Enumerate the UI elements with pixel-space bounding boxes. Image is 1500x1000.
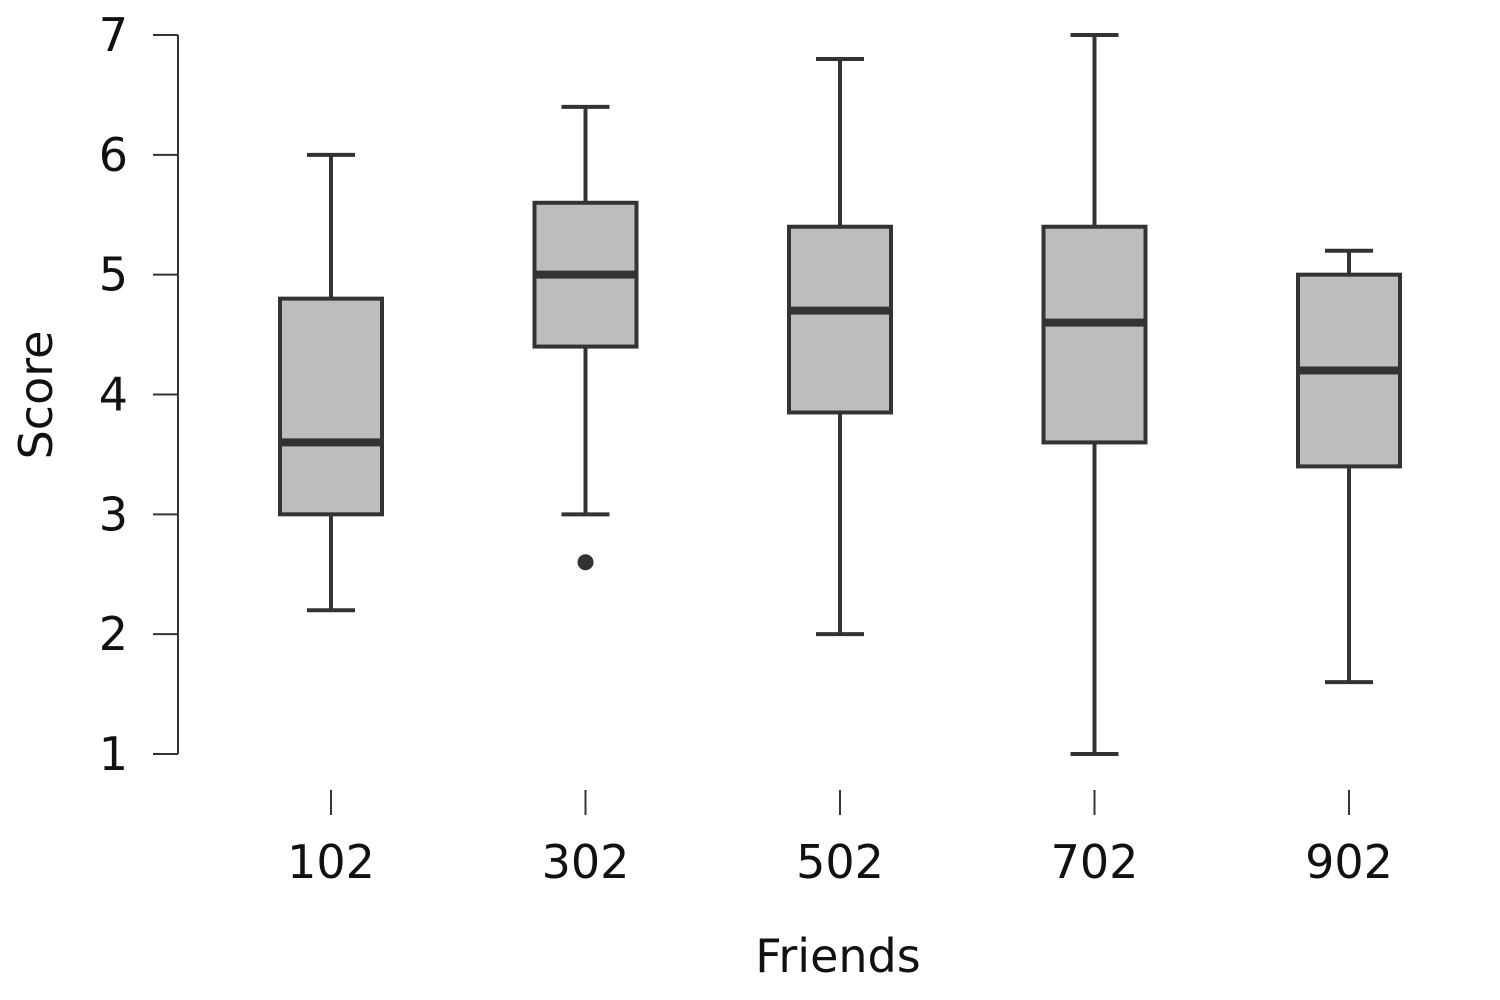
iqr-box <box>1041 224 1148 445</box>
y-tick-label: 5 <box>99 248 128 302</box>
outlier-point <box>577 554 594 571</box>
boxes <box>278 33 1402 756</box>
box-group-302 <box>532 104 639 571</box>
x-axis: 102 302 502 702 902 <box>287 790 1393 889</box>
iqr-box <box>278 296 384 517</box>
iqr-box <box>787 224 893 415</box>
y-axis-title: Score <box>9 331 63 460</box>
x-tick-label: 102 <box>287 835 375 889</box>
x-tick-label: 502 <box>796 835 884 889</box>
box-group-902 <box>1296 248 1402 685</box>
box-group-502 <box>787 56 893 637</box>
y-tick-label: 3 <box>99 487 128 541</box>
x-tick-label: 902 <box>1305 835 1393 889</box>
y-tick-label: 6 <box>99 128 128 182</box>
x-tick-label: 702 <box>1051 835 1139 889</box>
y-axis: 1 2 3 4 5 6 7 <box>99 8 179 781</box>
x-axis-title: Friends <box>755 929 920 983</box>
box-group-702 <box>1041 33 1148 756</box>
y-tick-label: 4 <box>99 368 128 422</box>
y-tick-label: 2 <box>99 607 128 661</box>
box-group-102 <box>278 152 384 613</box>
x-tick-label: 302 <box>542 835 630 889</box>
y-tick-label: 1 <box>99 727 128 781</box>
y-tick-label: 7 <box>99 8 128 62</box>
